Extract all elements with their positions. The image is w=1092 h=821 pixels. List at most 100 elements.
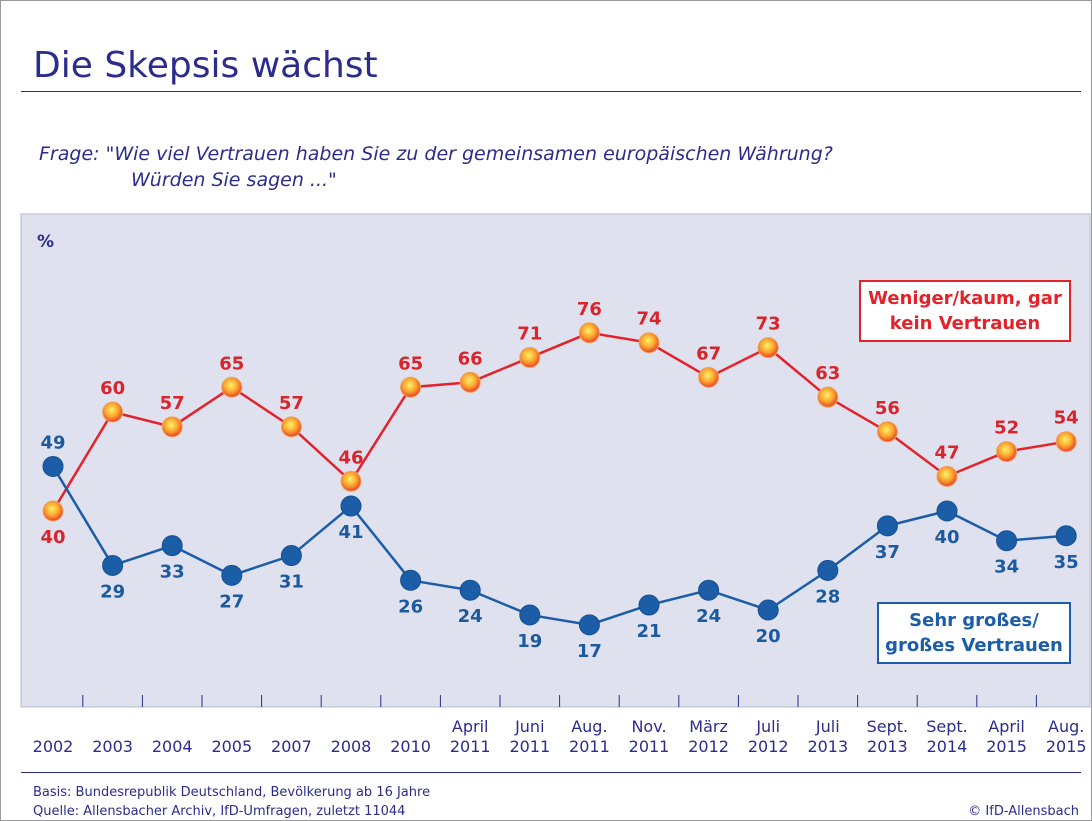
marker xyxy=(817,559,839,581)
data-label: 34 xyxy=(994,557,1019,578)
data-label: 56 xyxy=(875,398,900,419)
data-label: 17 xyxy=(577,641,602,662)
data-label: 60 xyxy=(100,378,125,399)
marker xyxy=(936,500,958,522)
marker xyxy=(102,554,124,576)
data-label: 65 xyxy=(398,353,423,374)
legend-entry: Weniger/kaum, gar kein Vertrauen xyxy=(859,280,1071,342)
x-tick-label: Juli 2012 xyxy=(747,717,789,756)
marker xyxy=(280,416,302,438)
marker xyxy=(340,495,362,517)
marker xyxy=(459,579,481,601)
marker xyxy=(519,604,541,626)
data-label: 52 xyxy=(994,418,1019,439)
marker xyxy=(102,401,124,423)
marker xyxy=(757,599,779,621)
footnote: Quelle: Allensbacher Archiv, IfD-Umfrage… xyxy=(33,804,406,819)
x-tick-label: 2010 xyxy=(390,737,431,756)
marker xyxy=(876,515,898,537)
data-label: 35 xyxy=(1054,552,1079,573)
marker xyxy=(400,376,422,398)
x-tick-label: Aug. 2011 xyxy=(569,717,610,756)
rule xyxy=(21,772,1081,773)
marker xyxy=(578,614,600,636)
data-label: 40 xyxy=(40,527,65,548)
data-label: 33 xyxy=(160,562,185,583)
data-label: 40 xyxy=(934,527,959,548)
x-tick-label: 2007 xyxy=(271,737,312,756)
x-tick-label: 2002 xyxy=(32,737,74,756)
x-tick-label: Aug. 2015 xyxy=(1045,717,1087,756)
data-label: 49 xyxy=(40,432,65,453)
data-label: 74 xyxy=(636,309,661,330)
data-label: 19 xyxy=(517,631,542,652)
data-label: 29 xyxy=(100,581,125,602)
marker xyxy=(221,564,243,586)
data-label: 31 xyxy=(279,572,304,593)
data-label: 20 xyxy=(756,626,781,647)
marker xyxy=(996,530,1018,552)
marker xyxy=(876,421,898,443)
marker xyxy=(221,376,243,398)
data-label: 28 xyxy=(815,586,840,607)
data-label: 71 xyxy=(517,324,542,345)
marker xyxy=(519,347,541,369)
data-label: 26 xyxy=(398,596,423,617)
data-label: 54 xyxy=(1054,408,1079,429)
data-label: 24 xyxy=(458,606,483,627)
data-label: 27 xyxy=(219,591,244,612)
data-label: 65 xyxy=(219,353,244,374)
y-unit: % xyxy=(37,232,54,252)
x-tick-label: 2008 xyxy=(330,737,372,756)
data-label: 46 xyxy=(338,447,363,468)
data-label: 67 xyxy=(696,343,721,364)
marker xyxy=(161,416,183,438)
data-label: 21 xyxy=(636,621,661,642)
marker xyxy=(42,455,64,477)
marker xyxy=(161,535,183,557)
x-tick-label: April 2011 xyxy=(449,717,491,756)
marker xyxy=(936,465,958,487)
x-tick-label: März 2012 xyxy=(688,717,729,756)
data-label: 73 xyxy=(756,314,781,335)
marker xyxy=(817,386,839,408)
x-tick-label: Juni 2011 xyxy=(509,717,551,756)
footnote: Basis: Bundesrepublik Deutschland, Bevöl… xyxy=(33,785,431,800)
marker xyxy=(1055,525,1077,547)
data-label: 57 xyxy=(279,393,304,414)
data-label: 24 xyxy=(696,606,721,627)
question: Frage: "Wie viel Vertrauen haben Sie zu … xyxy=(39,143,833,165)
marker xyxy=(757,337,779,359)
data-label: 37 xyxy=(875,542,900,563)
x-tick-label: Sept. 2014 xyxy=(926,717,968,756)
chart-title: Die Skepsis wächst xyxy=(33,45,378,86)
data-label: 66 xyxy=(458,348,483,369)
marker xyxy=(578,322,600,344)
marker xyxy=(280,545,302,567)
data-label: 63 xyxy=(815,363,840,384)
legend-entry: Sehr großes/ großes Vertrauen xyxy=(877,602,1071,664)
data-label: 76 xyxy=(577,299,602,320)
marker xyxy=(698,366,720,388)
data-label: 41 xyxy=(338,522,363,543)
marker xyxy=(638,332,660,354)
question: Würden Sie sagen ..." xyxy=(131,169,337,191)
credit: © IfD-Allensbach xyxy=(968,804,1079,819)
x-tick-label: 2004 xyxy=(151,737,193,756)
marker xyxy=(459,371,481,393)
marker xyxy=(638,594,660,616)
data-label: 47 xyxy=(934,442,959,463)
marker xyxy=(698,579,720,601)
marker xyxy=(400,569,422,591)
marker xyxy=(340,470,362,492)
x-tick-label: Juli 2013 xyxy=(807,717,849,756)
x-tick-label: 2003 xyxy=(92,737,133,756)
x-tick-label: Sept. 2013 xyxy=(866,717,909,756)
x-tick-label: April 2015 xyxy=(986,717,1027,756)
marker xyxy=(42,500,64,522)
rule xyxy=(21,91,1081,92)
data-label: 57 xyxy=(160,393,185,414)
marker xyxy=(996,441,1018,463)
marker xyxy=(1055,431,1077,453)
